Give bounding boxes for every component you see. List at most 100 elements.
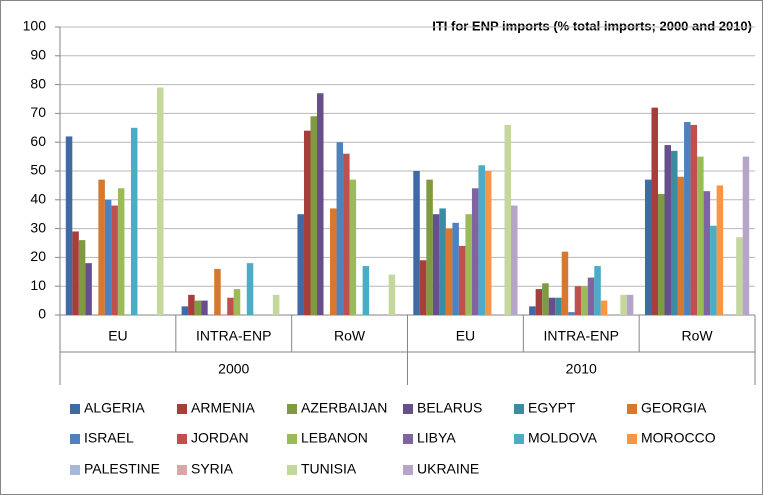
y-tick-label: 10 (30, 277, 46, 293)
bar (511, 205, 518, 315)
bar (343, 153, 350, 315)
x-tick-label: RoW (682, 328, 714, 344)
bar (246, 263, 254, 315)
bar (594, 266, 601, 315)
bar (568, 312, 575, 315)
bar (465, 214, 472, 315)
bar (426, 179, 433, 315)
legend-label: MOROCCO (641, 430, 716, 446)
bar (78, 240, 86, 315)
y-tick-label: 30 (30, 219, 46, 235)
bar (181, 306, 189, 315)
bar (664, 145, 672, 315)
x-tick-label: EU (108, 328, 127, 344)
bar (581, 286, 588, 315)
legend-swatch (514, 404, 524, 414)
x-tick-label: EU (456, 328, 475, 344)
legend-label: AZERBAIJAN (301, 400, 387, 416)
bar (620, 294, 627, 315)
legend-swatch (627, 404, 637, 414)
bar (317, 93, 324, 316)
legend-swatch (514, 434, 524, 444)
bar (362, 266, 370, 315)
bar (458, 245, 466, 315)
legend-swatch (287, 465, 297, 475)
bar (529, 306, 536, 315)
legend-label: LIBYA (417, 430, 456, 446)
bar (157, 87, 164, 315)
bar (703, 191, 711, 315)
y-tick-label: 70 (30, 104, 46, 120)
bar (600, 300, 608, 315)
y-tick-label: 100 (23, 18, 47, 34)
legend-label: GEORGIA (641, 400, 707, 416)
legend-swatch (627, 434, 637, 444)
legend-label: EGYPT (528, 400, 576, 416)
bar (117, 188, 125, 315)
bar (716, 185, 724, 315)
bar (504, 124, 512, 315)
y-tick-label: 90 (30, 47, 46, 63)
legend-swatch (70, 404, 80, 414)
bar (697, 156, 704, 315)
bar (742, 156, 750, 315)
bar (303, 130, 311, 315)
bar (432, 214, 440, 315)
bar (65, 136, 73, 315)
bar (445, 228, 453, 315)
bar (188, 294, 195, 315)
bar (471, 188, 479, 315)
bar (587, 277, 595, 315)
group-label: 2000 (218, 361, 249, 377)
bar (272, 294, 280, 315)
bar (690, 124, 698, 315)
legend-swatch (403, 404, 413, 414)
bar (336, 142, 344, 315)
y-tick-label: 80 (30, 75, 46, 91)
bar (85, 263, 92, 315)
bar (233, 289, 241, 315)
bar (194, 300, 202, 315)
bar (677, 176, 685, 315)
legend-label: TUNISIA (301, 461, 357, 477)
bar (413, 171, 420, 315)
bar (104, 199, 112, 315)
x-tick-label: INTRA-ENP (196, 328, 271, 344)
legend-label: UKRAINE (417, 461, 479, 477)
y-tick-label: 0 (38, 306, 46, 322)
legend-label: BELARUS (417, 400, 482, 416)
y-tick-label: 20 (30, 248, 46, 264)
legend-swatch (177, 404, 187, 414)
legend-label: LEBANON (301, 430, 368, 446)
bar (555, 297, 562, 315)
legend-label: SYRIA (191, 461, 234, 477)
y-tick-label: 60 (30, 133, 46, 149)
legend-swatch (177, 465, 187, 475)
x-tick-label: INTRA-ENP (544, 328, 619, 344)
y-tick-label: 40 (30, 191, 46, 207)
bar (419, 260, 427, 315)
bar (201, 300, 208, 315)
bar (626, 294, 634, 315)
bar (310, 116, 318, 315)
legend-swatch (403, 465, 413, 475)
x-tick-label: RoW (334, 328, 366, 344)
bar (214, 268, 221, 315)
legend-label: ALGERIA (84, 400, 145, 416)
bar (72, 231, 79, 315)
legend-swatch (403, 434, 413, 444)
bar (574, 286, 582, 315)
legend-swatch (287, 434, 297, 444)
bar (349, 179, 357, 315)
legend-label: ISRAEL (84, 430, 134, 446)
bar (330, 208, 337, 315)
legend-label: ARMENIA (191, 400, 255, 416)
bar (484, 171, 492, 315)
bar (130, 127, 138, 315)
bar (478, 165, 485, 315)
bar (644, 179, 652, 315)
bar (684, 122, 691, 315)
bar (98, 179, 105, 315)
bar (736, 237, 743, 315)
